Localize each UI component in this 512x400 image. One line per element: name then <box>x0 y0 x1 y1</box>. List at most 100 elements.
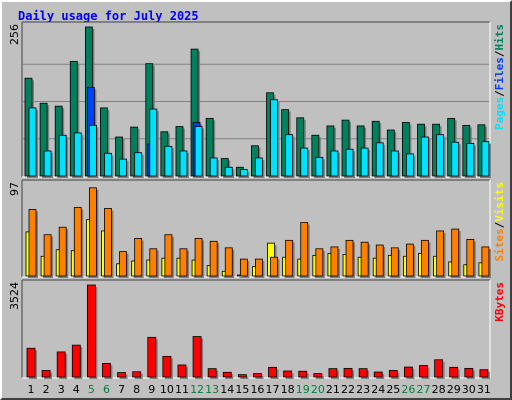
x-tick-label-14: 14 <box>220 383 234 396</box>
kbytes-bar-26 <box>404 366 413 378</box>
kbytes-bar-16 <box>253 373 262 378</box>
sites-bar-14 <box>224 247 233 277</box>
hits-bar-13 <box>205 117 214 177</box>
x-tick-label-9: 9 <box>148 383 155 396</box>
hits-bar-19 <box>296 117 305 177</box>
pages-bar-8 <box>134 152 143 177</box>
hits-bar-2 <box>39 102 48 177</box>
kbytes-bar-2 <box>41 370 51 378</box>
sites-bar-15 <box>239 258 248 277</box>
kbytes-bar-6 <box>102 363 111 378</box>
kbytes-bar-24 <box>373 371 383 378</box>
pages-bar-7 <box>119 158 127 177</box>
sites-bar-24 <box>375 244 384 277</box>
x-tick-label-27: 27 <box>417 383 431 396</box>
kbytes-bar-25 <box>388 370 398 378</box>
x-tick-label-12: 12 <box>190 383 204 396</box>
kbytes-bar-10 <box>162 355 172 378</box>
sites-bar-18 <box>285 239 294 277</box>
pages-bar-16 <box>255 157 263 177</box>
hits-bar-8 <box>130 126 139 177</box>
legend-item: / <box>493 90 506 97</box>
sites-bar-4 <box>73 207 82 277</box>
pages-bar-19 <box>300 147 309 177</box>
sites-bar-29 <box>451 228 460 277</box>
kbytes-bar-5 <box>86 284 96 378</box>
kbytes-bar-8 <box>132 371 142 378</box>
pages-bar-9 <box>149 108 158 177</box>
x-tick-label-19: 19 <box>296 383 310 396</box>
kbytes-bar-18 <box>283 370 293 378</box>
sites-bar-22 <box>345 239 354 277</box>
chart-title: Daily usage for July 2025 <box>18 9 199 23</box>
x-tick-label-31: 31 <box>477 383 491 396</box>
legend-item: / <box>493 50 506 57</box>
sites-bar-19 <box>300 222 309 277</box>
x-tick-label-1: 1 <box>28 383 35 396</box>
sites-bar-23 <box>360 241 369 277</box>
kbytes-legend: KBytes <box>493 282 506 322</box>
hits-bar-22 <box>341 119 350 177</box>
x-tick-label-15: 15 <box>235 383 249 396</box>
sites-bar-31 <box>481 246 490 277</box>
kbytes-bar-13 <box>207 368 217 378</box>
x-tick-label-6: 6 <box>103 383 110 396</box>
sites-bar-26 <box>406 243 414 277</box>
x-tick-label-20: 20 <box>311 383 325 396</box>
kbytes-bar-28 <box>434 359 444 378</box>
kbytes-bar-30 <box>464 367 474 378</box>
x-tick-label-25: 25 <box>386 383 400 396</box>
kbytes-bar-23 <box>358 368 368 378</box>
kbytes-bar-3 <box>56 351 66 378</box>
pages-bar-20 <box>315 156 324 177</box>
legend-item: Visits <box>493 182 506 222</box>
kbytes-bar-21 <box>328 368 338 378</box>
hits-bar-20 <box>311 134 320 177</box>
kbytes-bar-9 <box>147 336 157 378</box>
pages-bar-14 <box>224 166 233 177</box>
pages-bar-30 <box>466 143 475 177</box>
x-tick-label-7: 7 <box>118 383 125 396</box>
pages-bar-26 <box>406 153 414 177</box>
sites-bar-13 <box>209 240 218 277</box>
pages-bar-13 <box>209 157 218 177</box>
x-tick-label-3: 3 <box>58 383 65 396</box>
x-tick-label-16: 16 <box>250 383 264 396</box>
pages-bar-23 <box>360 147 369 177</box>
sites-bar-16 <box>255 258 263 277</box>
pages-bar-15 <box>239 169 248 177</box>
kbytes-bar-14 <box>222 371 232 378</box>
kbytes-bar-7 <box>117 372 126 378</box>
pages-bar-1 <box>28 107 37 177</box>
pages-bar-17 <box>270 99 278 177</box>
kbytes-bar-20 <box>313 373 323 378</box>
x-tick-label-29: 29 <box>447 383 461 396</box>
sites-bar-11 <box>179 248 188 277</box>
sites-bar-2 <box>43 234 52 277</box>
x-tick-label-2: 2 <box>43 383 50 396</box>
sites-bar-7 <box>119 251 127 277</box>
kbytes-bar-1 <box>26 347 36 378</box>
pages-bar-4 <box>73 132 82 177</box>
x-tick-label-17: 17 <box>266 383 280 396</box>
hits-bar-6 <box>100 107 108 177</box>
x-tick-label-23: 23 <box>356 383 370 396</box>
pages-bar-12 <box>194 126 203 177</box>
x-tick-label-24: 24 <box>371 383 385 396</box>
sites-bar-6 <box>104 208 112 277</box>
kbytes-bar-22 <box>343 367 353 378</box>
legend-item: Sites <box>493 228 506 261</box>
sites-bar-30 <box>466 239 475 277</box>
pages-bar-25 <box>390 150 399 177</box>
pages-bar-6 <box>104 152 112 177</box>
hits-bar-26 <box>402 122 410 177</box>
sites-bar-12 <box>194 238 203 277</box>
kbytes-bar-4 <box>71 344 81 378</box>
sites-bar-25 <box>390 247 399 277</box>
pages-bar-31 <box>481 141 490 177</box>
x-tick-label-28: 28 <box>432 383 446 396</box>
sites-bar-8 <box>134 238 143 277</box>
kbytes-bar-19 <box>298 370 308 378</box>
pages-bar-18 <box>285 134 294 177</box>
